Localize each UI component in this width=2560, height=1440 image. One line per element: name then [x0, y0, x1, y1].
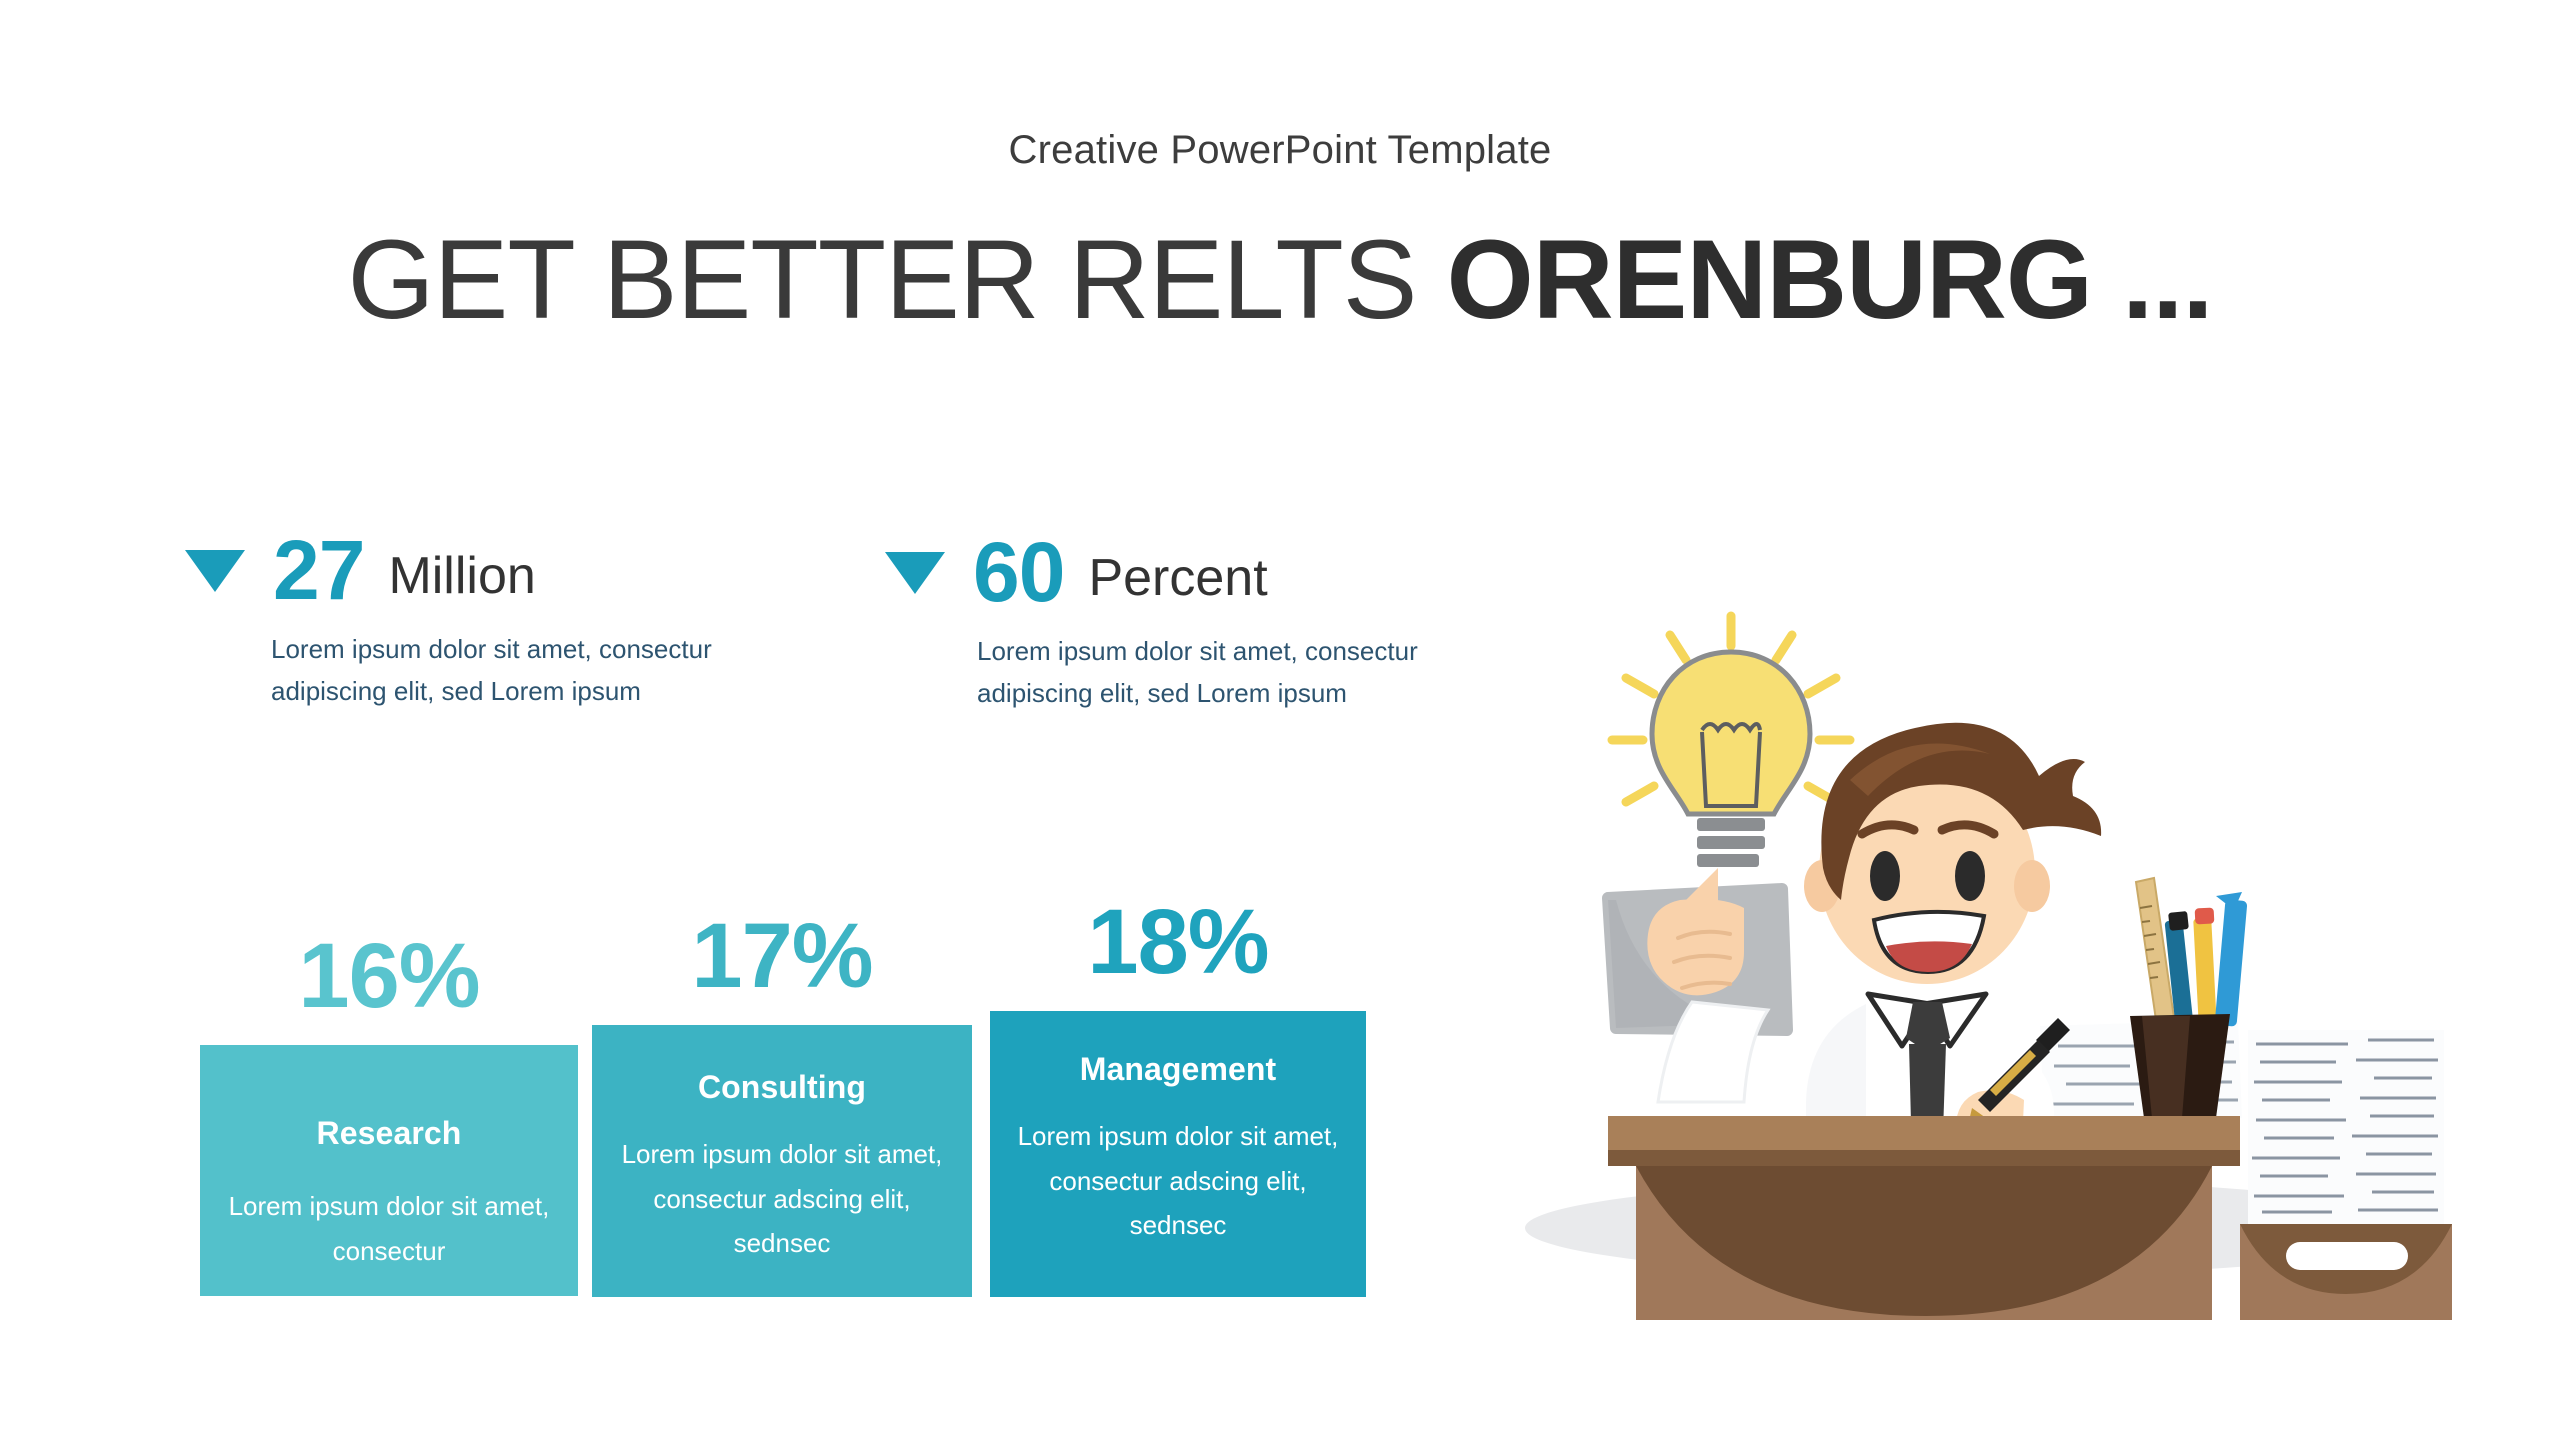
- lightbulb-icon: [1607, 611, 1855, 867]
- businessman-figure: [1804, 722, 2102, 1212]
- stat-block-million: 27 Million Lorem ipsum dolor sit amet, c…: [185, 528, 791, 712]
- stat-block-percent: 60 Percent Lorem ipsum dolor sit amet, c…: [885, 530, 1497, 714]
- necktie: [1906, 1002, 1950, 1052]
- pen-holder: [2130, 876, 2248, 1118]
- bar-card-title: Research: [316, 1115, 462, 1151]
- page-title-light: GET BETTER RELTS: [347, 217, 1447, 342]
- stat-unit-label: Million: [388, 547, 536, 605]
- bar-body: Consulting Lorem ipsum dolor sit amet, c…: [592, 1025, 972, 1297]
- bar-card-title: Management: [1079, 1051, 1277, 1087]
- raised-sleeve: [1656, 1000, 1771, 1104]
- bar-body: Management Lorem ipsum dolor sit amet, c…: [990, 1011, 1366, 1297]
- stat-headline-row: 60 Percent: [885, 524, 1497, 619]
- bar-percent-label: 17%: [691, 905, 873, 1007]
- bar-body: Research Lorem ipsum dolor sit amet, con…: [200, 1045, 578, 1296]
- bar-percent-label: 16%: [298, 925, 480, 1027]
- bar-percent-label: 18%: [1087, 891, 1269, 993]
- desk: [1608, 1116, 2240, 1320]
- businessman-illustration: [1430, 600, 2520, 1320]
- stat-headline-row: 27 Million: [185, 522, 791, 617]
- bar-card-text: Lorem ipsum dolor sit amet, consectur ad…: [1017, 1121, 1339, 1241]
- page-subtitle: Creative PowerPoint Template: [1008, 128, 1552, 172]
- page-title: GET BETTER RELTS ORENBURG ...: [0, 215, 2560, 344]
- writing-arm: [1955, 1018, 2070, 1167]
- eye-left: [1870, 851, 1900, 901]
- stat-unit-label: Percent: [1088, 549, 1268, 607]
- stat-description: Lorem ipsum dolor sit amet, consectur ad…: [271, 634, 712, 707]
- eye-right: [1955, 851, 1985, 901]
- stat-description: Lorem ipsum dolor sit amet, consectur ad…: [977, 636, 1418, 709]
- stat-number: 60: [973, 524, 1065, 619]
- bar-card-title: Consulting: [697, 1069, 867, 1105]
- triangle-down-icon: [185, 550, 245, 592]
- pointing-hand: [1647, 868, 1744, 996]
- triangle-down-icon: [885, 552, 945, 594]
- page-title-bold: ORENBURG ...: [1446, 217, 2214, 342]
- stat-number: 27: [273, 522, 365, 617]
- bar-card-text: Lorem ipsum dolor sit amet, consectur ad…: [621, 1139, 943, 1259]
- document-box: [2240, 1030, 2452, 1320]
- bar-card-text: Lorem ipsum dolor sit amet, consectur: [228, 1191, 550, 1266]
